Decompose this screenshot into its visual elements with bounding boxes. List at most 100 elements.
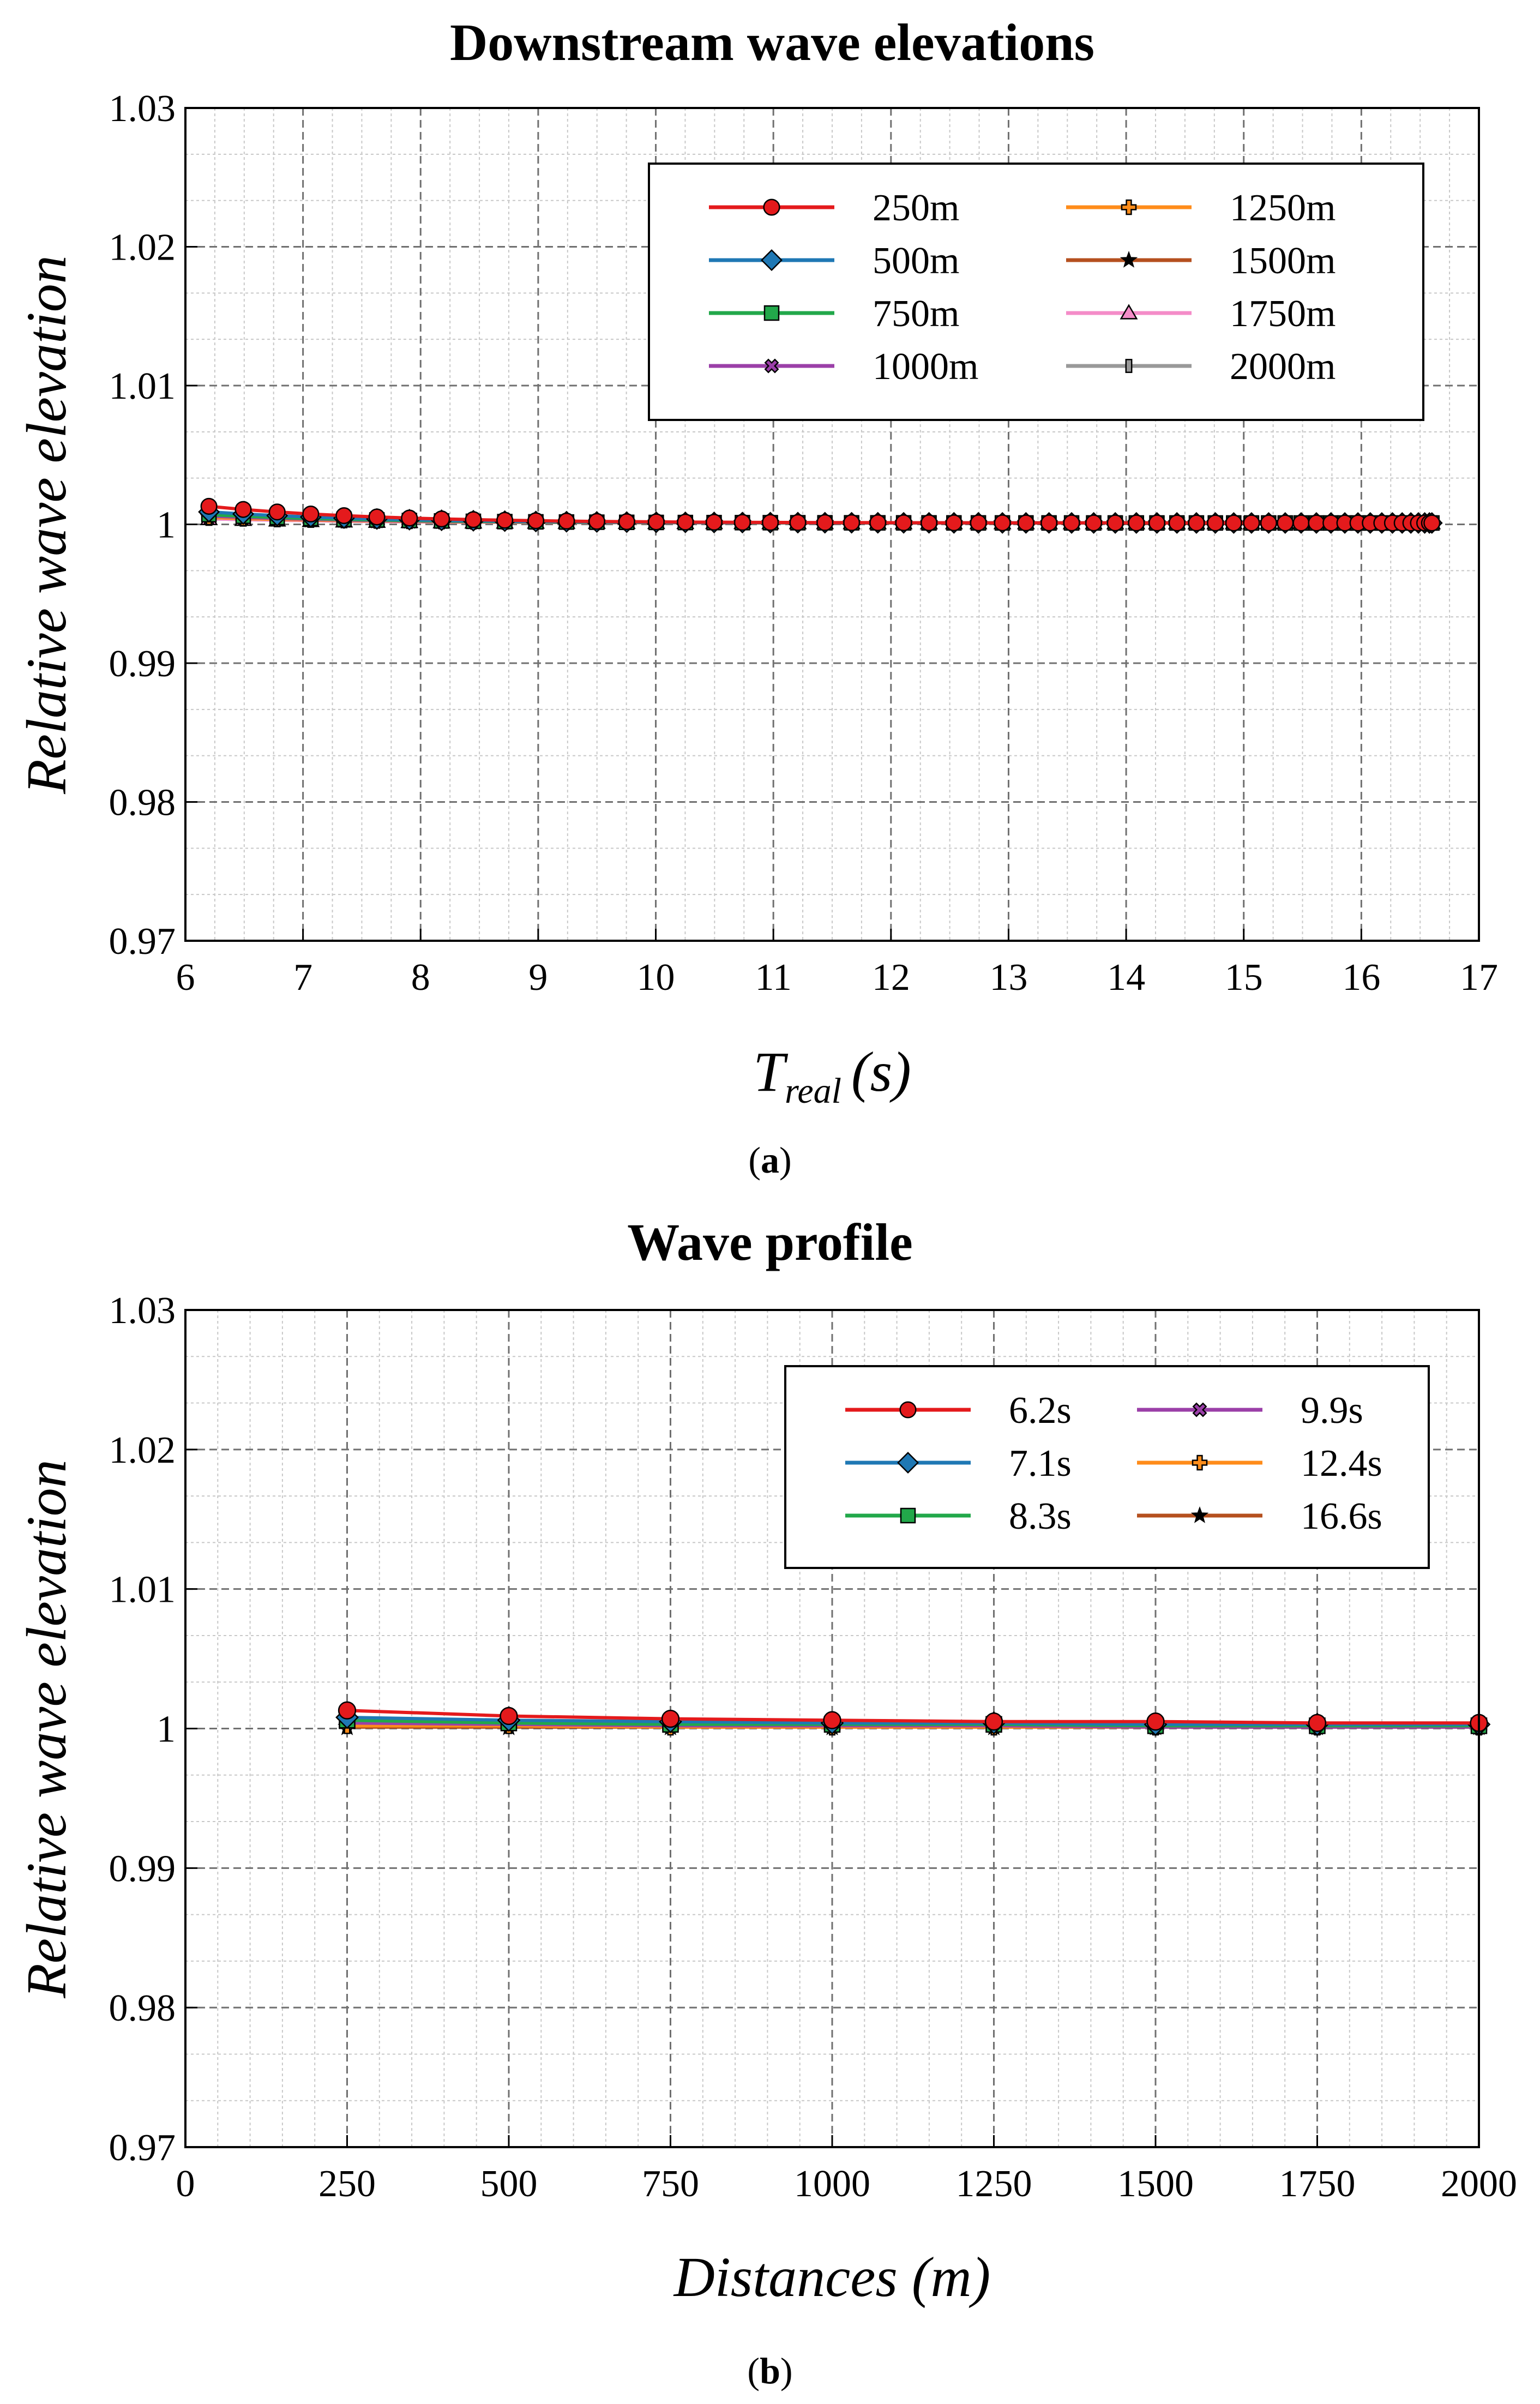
chart-a-xtick-label: 8	[411, 957, 430, 999]
chart-a-legend-marker	[761, 249, 783, 271]
chart-a-point-250m	[1188, 514, 1205, 532]
chart-b-xtick-label: 500	[480, 2163, 538, 2205]
chart-a-point-250m	[1207, 514, 1224, 532]
chart-a-legend-item: 1750m	[1066, 293, 1336, 335]
chart-b-legend-marker	[897, 1452, 919, 1474]
chart-b-caption-letter: b	[760, 2350, 780, 2391]
chart-b-caption-open: (	[747, 2350, 760, 2391]
chart-a-point-250m	[1168, 514, 1186, 532]
chart-b-legend: 6.2s 7.1s 8.3s 9.9s 12.4s 16.6s	[784, 1365, 1430, 1569]
chart-b-line-6.2s	[347, 1709, 1479, 1725]
chart-a-point-250m	[762, 514, 779, 531]
chart-a-point-250m	[465, 511, 482, 528]
chart-b-title: Wave profile	[627, 1213, 913, 1271]
chart-b-point-6.2s	[823, 1711, 841, 1729]
chart-a-point-250m	[433, 510, 450, 528]
chart-b-ytick-label: 1.01	[109, 1569, 176, 1611]
chart-a-ytick-label: 1.03	[109, 88, 176, 130]
chart-a-ytick-label: 0.97	[109, 921, 176, 963]
chart-a-xtick-label: 12	[872, 957, 910, 999]
chart-a-xtick-label: 16	[1342, 957, 1380, 999]
chart-b-legend-label: 7.1s	[1009, 1443, 1072, 1485]
chart-a-legend-marker	[1120, 250, 1138, 268]
chart-a-series-250m	[200, 497, 1441, 532]
chart-b-legend-marker	[1192, 1455, 1208, 1471]
chart-a-caption: (a)	[748, 1139, 791, 1181]
chart-b-ytick-label: 0.99	[109, 1848, 176, 1890]
chart-a-legend-label: 250m	[873, 187, 959, 229]
chart-a-point-250m	[843, 514, 861, 531]
chart-a-point-250m	[401, 509, 418, 527]
chart-a-point-250m	[496, 512, 514, 529]
chart-b-xtick-label: 0	[176, 2163, 195, 2205]
chart-a-xtick-label: 13	[989, 957, 1027, 999]
chart-a-legend-marker	[1121, 199, 1137, 215]
chart-a-point-250m	[302, 505, 320, 523]
chart-b-ylabel: Relative wave elevation	[15, 1459, 78, 1999]
chart-a-point-250m	[705, 513, 723, 531]
chart-a-point-250m	[1063, 514, 1080, 532]
chart-a-xlabel-unit: (s)	[851, 1041, 911, 1103]
chart-a-point-250m	[368, 508, 386, 526]
chart-a-point-250m	[1308, 514, 1325, 532]
chart-b-point-6.2s	[338, 1701, 357, 1720]
chart-a-legend-label: 1500m	[1230, 240, 1336, 282]
chart-a-point-250m	[1085, 514, 1103, 532]
chart-a-legend-label: 500m	[873, 240, 959, 282]
chart-a-legend-label: 1250m	[1230, 187, 1336, 229]
chart-a-ytick-label: 1.01	[109, 365, 176, 407]
chart-a-point-250m	[895, 514, 912, 532]
chart-b-legend-label: 6.2s	[1009, 1390, 1072, 1432]
chart-a-point-250m	[558, 512, 575, 530]
chart-a-point-250m	[1260, 514, 1277, 532]
chart-a-legend-label: 1000m	[873, 346, 978, 388]
chart-a-point-250m	[970, 514, 987, 532]
chart-a-point-250m	[588, 513, 605, 530]
chart-a-point-250m	[1148, 514, 1166, 532]
chart-b-point-6.2s	[661, 1709, 680, 1728]
chart-a-legend-item: 1500m	[1066, 240, 1336, 282]
chart-a-legend-label: 2000m	[1230, 346, 1336, 388]
chart-b-legend-box	[784, 1365, 1430, 1569]
chart-a-point-250m	[789, 514, 807, 531]
chart-b-xtick-label: 1000	[794, 2163, 870, 2205]
panel-a: Downstream wave elevations 6 7 8 9 10 11 12 13 1…	[15, 13, 1498, 1181]
chart-a-ytick-label: 0.99	[109, 643, 176, 685]
chart-a-point-250m	[1277, 514, 1294, 532]
chart-a-point-250m	[234, 501, 252, 518]
chart-b-series	[335, 1701, 1491, 1736]
chart-b-legend-label: 16.6s	[1301, 1495, 1382, 1537]
chart-a-xtick-label: 15	[1225, 957, 1263, 999]
chart-a-point-250m	[1292, 514, 1310, 532]
chart-a-xlabel: Treal (s)	[753, 1041, 911, 1111]
chart-a-xtick-label: 17	[1460, 957, 1498, 999]
chart-a-legend-marker	[1120, 304, 1138, 320]
chart-a-point-250m	[200, 497, 218, 515]
chart-a-legend-item: 250m	[709, 187, 959, 229]
chart-a-legend-label: 750m	[873, 293, 959, 335]
chart-b-point-6.2s	[984, 1712, 1003, 1731]
chart-a-ytick-label: 1.02	[109, 227, 176, 269]
chart-a-legend-item: 1250m	[1066, 187, 1336, 229]
chart-a-title: Downstream wave elevations	[450, 13, 1094, 71]
chart-b-legend-label: 9.9s	[1301, 1390, 1363, 1432]
panel-b: Wave profile 0 250 500 750 1000 1250 1500 1750 2…	[15, 1213, 1517, 2391]
chart-b-legend-marker	[899, 1401, 917, 1419]
chart-b-xtick-label: 1250	[956, 2163, 1032, 2205]
chart-a-point-250m	[1128, 514, 1145, 532]
chart-b-ytick-label: 1.03	[109, 1290, 176, 1332]
chart-b-point-6.2s	[1308, 1714, 1327, 1732]
chart-a-xlabel-main: T	[753, 1041, 788, 1103]
chart-a-point-250m	[1243, 514, 1260, 532]
chart-b-legend-marker	[1192, 1402, 1207, 1417]
chart-b-legend-item: 6.2s	[845, 1390, 1072, 1432]
chart-a-ytick-label: 1	[157, 504, 176, 546]
chart-a-legend-item: 500m	[709, 240, 959, 282]
chart-a-series	[198, 497, 1443, 534]
chart-a-legend-item: 750m	[709, 293, 959, 335]
chart-b-xtick-label: 750	[642, 2163, 699, 2205]
chart-a-point-250m	[677, 513, 694, 531]
chart-b-xtick-label: 1500	[1117, 2163, 1194, 2205]
chart-b-ytick-label: 1	[157, 1709, 176, 1751]
